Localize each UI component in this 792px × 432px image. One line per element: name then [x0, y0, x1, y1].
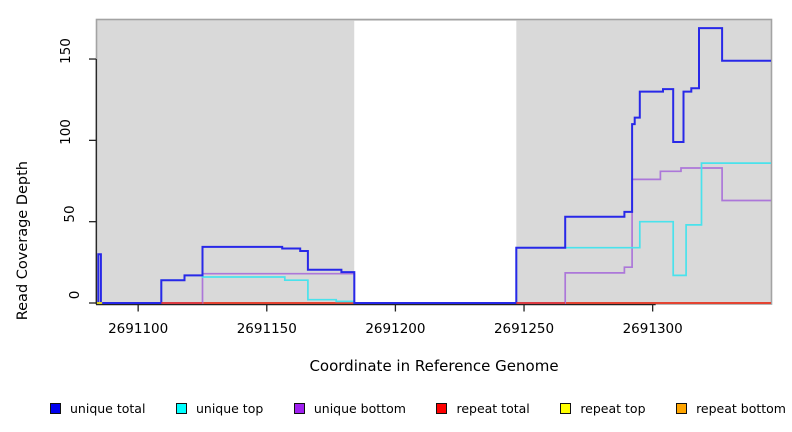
legend-item-unique-bottom: unique bottom [293, 400, 406, 416]
x-tick-label: 2691300 [622, 321, 683, 337]
masked-region [354, 20, 517, 304]
x-tick-label: 2691100 [108, 321, 169, 337]
y-tick-label-text: 150 [58, 38, 75, 64]
legend-item-unique-top: unique top [175, 400, 264, 416]
y-tick-label-text: 100 [58, 119, 75, 146]
legend-label-unique-top: unique top [195, 400, 264, 416]
legend: unique total unique top unique bottom repea… [50, 397, 786, 419]
legend-item-unique-total: unique total [50, 401, 145, 416]
x-tick-label: 2691200 [365, 321, 426, 337]
x-tick-label: 2691150 [236, 321, 297, 337]
legend-label-unique-bottom: unique bottom [313, 400, 406, 416]
legend-item-repeat-top: repeat top [560, 400, 646, 416]
legend-label-repeat-bottom: repeat bottom [696, 400, 786, 416]
series-line-unique-bottom [97, 167, 771, 304]
legend-item-repeat-bottom: repeat bottom [676, 401, 786, 416]
x-axis-title: Coordinate in Reference Genome [309, 357, 559, 375]
legend-swatch-unique-bottom [293, 402, 305, 414]
series-line-unique-total [97, 27, 771, 304]
legend-swatch-repeat-total [436, 402, 448, 414]
legend-swatch-unique-total [50, 402, 61, 414]
legend-item-repeat-total: repeat total [436, 400, 530, 416]
legend-swatch-repeat-bottom [676, 402, 688, 414]
x-tick-label: 2691250 [493, 321, 555, 337]
y-tick-label-text: 0 [66, 290, 83, 300]
y-tick-label-text: 50 [62, 205, 79, 223]
legend-label-repeat-top: repeat top [580, 400, 646, 416]
legend-label-unique-total: unique total [70, 400, 146, 416]
legend-swatch-unique-top [175, 402, 187, 414]
legend-swatch-repeat-top [560, 402, 572, 414]
legend-label-repeat-total: repeat total [456, 400, 530, 416]
y-axis-title-text: Read Coverage Depth [15, 160, 31, 321]
